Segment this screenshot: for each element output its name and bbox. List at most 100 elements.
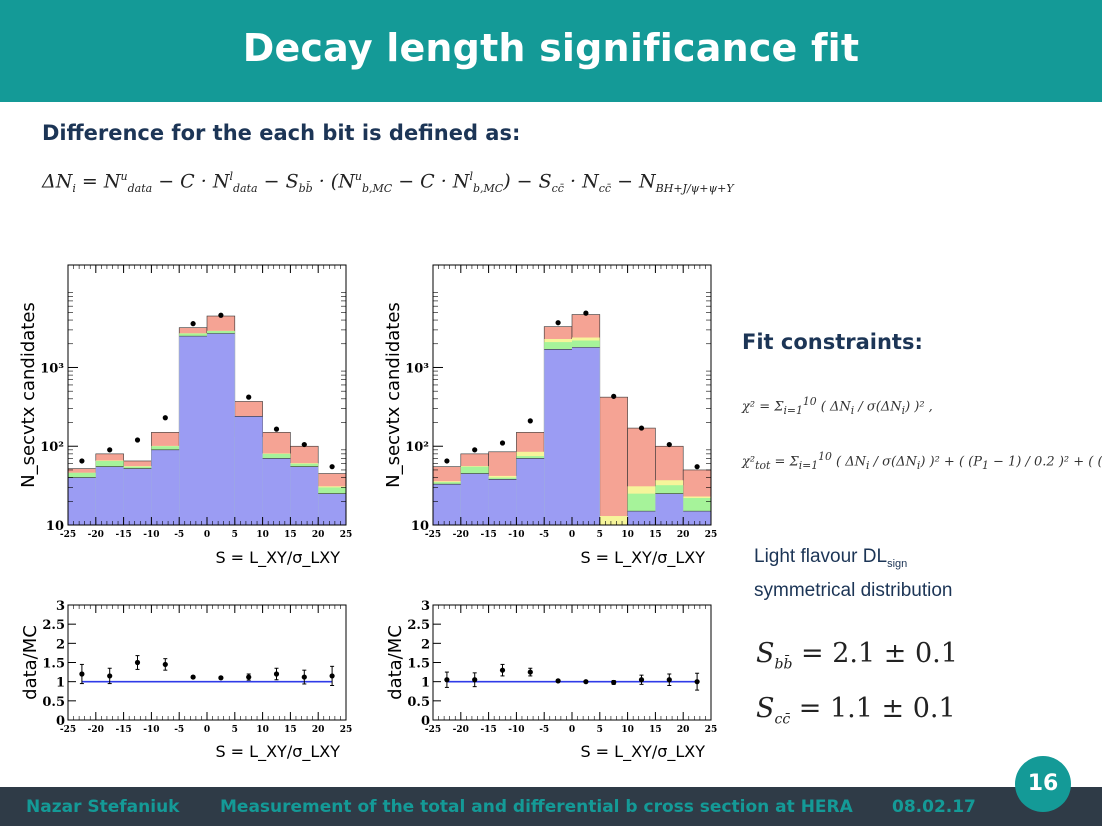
ratio-point (555, 678, 561, 684)
ratio-point (107, 673, 113, 679)
fit-constraints-heading: Fit constraints: (742, 330, 923, 354)
bar-blue (433, 484, 461, 525)
x-tick-label: 10 (621, 725, 634, 735)
x-tick-label: -25 (60, 530, 76, 540)
x-axis-label: S = L_XY/σ_LXY (215, 742, 340, 762)
y-tick-label: 1 (421, 676, 430, 691)
left-ratio-chart: -25 -20 -15 -10 -5 0 5 10 15 20 25 0 0.5 1 1.5 2 2.5 3 S =… (20, 599, 353, 762)
light-flavour-note-2: symmetrical distribution (754, 580, 953, 601)
data-point (246, 394, 252, 400)
delta-n-equation: ΔNi = Nudata − C · Nldata − Sbb̄ · (Nub,… (42, 170, 734, 196)
y-axis-label: data/MC (385, 625, 406, 700)
footer-date: 08.02.17 (892, 797, 976, 817)
plot-frame (432, 604, 712, 721)
bar-blue (234, 416, 263, 525)
bar-blue (179, 336, 207, 525)
data-point (472, 447, 478, 453)
bar-blue (488, 479, 517, 525)
slide-title: Decay length significance fit (242, 26, 860, 70)
x-tick-label: 25 (705, 725, 718, 735)
x-tick-label: -25 (425, 530, 441, 540)
data-point (527, 418, 533, 424)
chi2-tot-equation: χ²tot = Σi=110 ( ΔNi / σ(ΔNi) )² + ( (P1… (742, 450, 1102, 472)
x-tick-label: 20 (677, 530, 690, 540)
data-point (329, 464, 335, 470)
x-tick-label: 25 (705, 530, 718, 540)
x-tick-label: -15 (480, 725, 496, 735)
right-histogram-chart: -25 -20 -15 -10 -5 0 5 10 15 20 25 10 10² 10³ S = L_XY… (383, 264, 718, 568)
x-tick-label: 15 (284, 530, 297, 540)
data-point (583, 310, 589, 316)
x-tick-label: -20 (88, 725, 104, 735)
x-tick-label: 20 (312, 530, 325, 540)
y-tick-label: 3 (421, 599, 430, 614)
data-point (694, 464, 700, 470)
y-tick-label: 3 (56, 599, 65, 614)
ratio-point (246, 674, 252, 680)
s-bb-result: Sbb̄ = 2.1 ± 0.1 (756, 638, 958, 673)
x-tick-label: 15 (284, 725, 297, 735)
x-tick-label: -10 (143, 530, 159, 540)
data-point (499, 440, 506, 446)
bar-blue (123, 468, 152, 525)
chi2-equation: χ² = Σi=110 ( ΔNi / σ(ΔNi) )² , (742, 395, 933, 417)
y-tick-label: 10³ (405, 361, 429, 376)
data-point (301, 441, 307, 448)
x-tick-label: -25 (425, 725, 441, 735)
bar-blue (655, 493, 684, 525)
bar-yellow (599, 516, 628, 525)
y-tick-label: 10 (411, 519, 429, 534)
y-tick-label: 10³ (40, 361, 64, 376)
intro-text: Difference for the each bit is defined a… (42, 121, 521, 145)
y-tick-label: 0 (56, 714, 65, 729)
data-point (611, 393, 617, 399)
ratio-point (583, 679, 589, 685)
x-tick-label: 10 (621, 530, 634, 540)
x-tick-label: 0 (204, 530, 210, 540)
data-point (555, 320, 561, 326)
title-bar (0, 0, 1102, 102)
y-tick-label: 10² (405, 440, 429, 455)
ratio-point (218, 675, 224, 681)
ratio-point (611, 679, 617, 686)
x-axis-label: S = L_XY/σ_LXY (580, 548, 705, 568)
data-point (666, 441, 672, 448)
plot-frame (67, 604, 347, 721)
x-tick-label: -5 (539, 725, 549, 735)
y-axis-label: data/MC (20, 625, 41, 700)
x-tick-label: 0 (204, 725, 210, 735)
bar-blue (95, 466, 124, 525)
y-tick-label: 2 (56, 637, 65, 652)
s-cc-result: Scc̄ = 1.1 ± 0.1 (756, 693, 956, 728)
x-tick-label: 25 (340, 725, 353, 735)
x-tick-label: 5 (597, 725, 603, 735)
y-tick-label: 0.5 (42, 695, 65, 710)
ratio-point (79, 671, 85, 677)
x-tick-label: -10 (508, 530, 524, 540)
x-tick-label: -20 (88, 530, 104, 540)
x-tick-label: 20 (677, 725, 690, 735)
x-tick-label: -5 (174, 725, 184, 735)
bar-red (599, 396, 628, 526)
ratio-point (638, 677, 645, 683)
y-tick-label: 10 (46, 519, 64, 534)
footer-bar (0, 787, 1102, 826)
x-tick-label: -15 (115, 530, 131, 540)
data-point (134, 437, 141, 443)
y-tick-label: 1.5 (407, 657, 430, 672)
x-tick-label: -10 (508, 725, 524, 735)
bar-blue (516, 458, 545, 525)
y-tick-label: 0 (421, 714, 430, 729)
y-tick-label: 2 (421, 637, 430, 652)
x-tick-label: 5 (232, 530, 238, 540)
page-number-badge: 16 (1015, 756, 1071, 812)
x-axis-label: S = L_XY/σ_LXY (580, 742, 705, 762)
ratio-point (444, 677, 450, 683)
light-flavour-note: Light flavour DLsign (754, 546, 908, 570)
bar-blue (207, 333, 235, 525)
x-tick-label: 0 (569, 725, 575, 735)
y-tick-label: 1.5 (42, 657, 65, 672)
y-tick-label: 2.5 (42, 618, 65, 633)
x-tick-label: 15 (649, 530, 662, 540)
bar-blue (683, 511, 711, 525)
